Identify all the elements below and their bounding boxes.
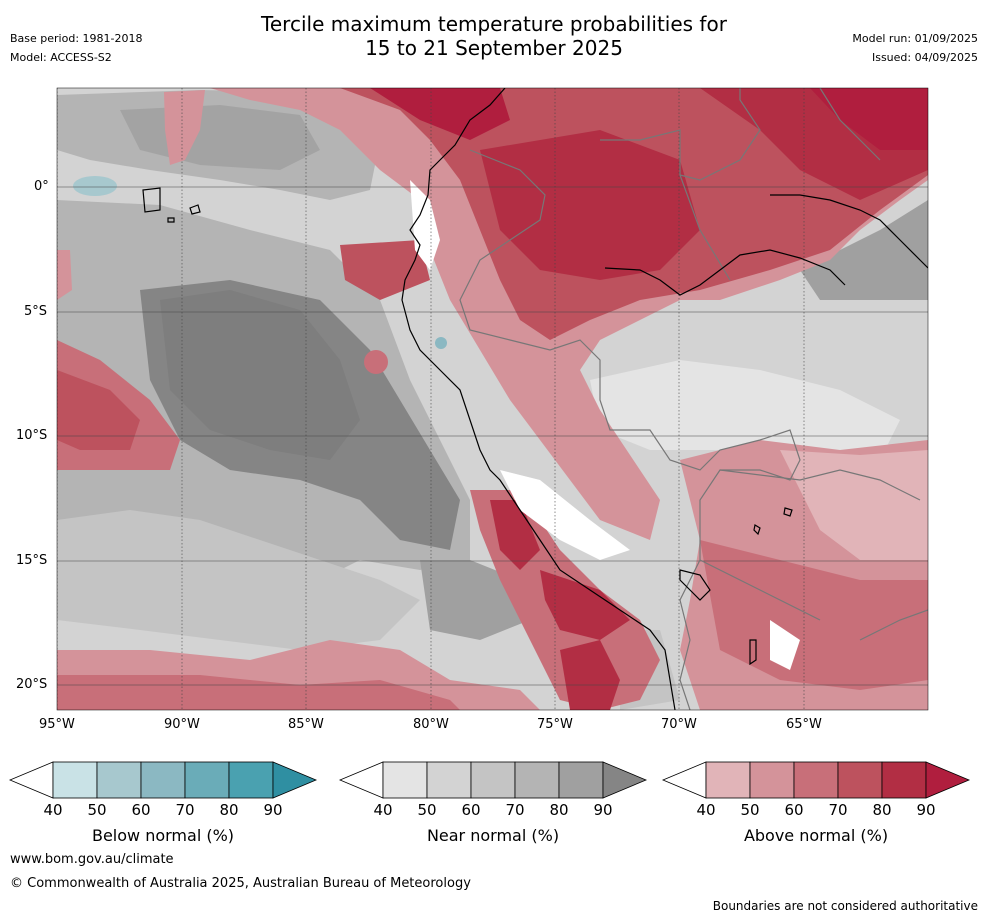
- colorbar-tick: 50: [87, 801, 107, 819]
- colorbar-tick: 70: [505, 801, 525, 819]
- colorbar-label-below: Below normal (%): [91, 826, 235, 845]
- lat-label: 5°S: [24, 304, 48, 319]
- lon-label: 75°W: [537, 717, 573, 732]
- colorbar-tick: 60: [461, 801, 481, 819]
- colorbar-tick: 90: [593, 801, 613, 819]
- lon-label: 80°W: [413, 717, 449, 732]
- colorbar-tick: 40: [696, 801, 716, 819]
- title-line-1: Tercile maximum temperature probabilitie…: [261, 12, 727, 36]
- disclaimer-text: Boundaries are not considered authoritat…: [712, 899, 978, 913]
- colorbar-label-near: Near normal (%): [426, 826, 560, 845]
- colorbar-tick: 90: [916, 801, 936, 819]
- colorbar-tick: 80: [219, 801, 239, 819]
- gridlines: [57, 88, 928, 710]
- website-text: www.bom.gov.au/climate: [10, 852, 174, 867]
- colorbar-tick: 80: [872, 801, 892, 819]
- colorbar-near: [338, 761, 648, 799]
- map-title: Tercile maximum temperature probabilitie…: [0, 12, 988, 60]
- colorbar-tick: 60: [784, 801, 804, 819]
- map-field: [57, 88, 928, 710]
- lat-label: 15°S: [16, 553, 48, 568]
- lon-label: 85°W: [288, 717, 324, 732]
- base-period-text: Base period: 1981-2018: [10, 32, 143, 45]
- lon-label: 95°W: [39, 717, 75, 732]
- country-borders: [459, 88, 928, 710]
- model-run-text: Model run: 01/09/2025: [852, 32, 978, 45]
- low-probability-zone: [410, 180, 800, 670]
- lon-label: 65°W: [786, 717, 822, 732]
- model-text: Model: ACCESS-S2: [10, 51, 112, 64]
- lat-label: 0°: [34, 179, 49, 194]
- colorbar-tick: 80: [549, 801, 569, 819]
- colorbar-tick: 90: [263, 801, 283, 819]
- colorbar-below: [8, 761, 318, 799]
- coastline: [142, 88, 928, 710]
- colorbar-tick: 40: [373, 801, 393, 819]
- lat-label: 10°S: [16, 428, 48, 443]
- title-line-2: 15 to 21 September 2025: [365, 36, 623, 60]
- lat-label: 20°S: [16, 677, 48, 692]
- colorbar-above: [661, 761, 971, 799]
- map-frame: [56, 87, 929, 711]
- copyright-text: © Commonwealth of Australia 2025, Austra…: [10, 876, 471, 891]
- colorbar-tick: 50: [740, 801, 760, 819]
- colorbar-tick: 50: [417, 801, 437, 819]
- lon-label: 90°W: [164, 717, 200, 732]
- issued-text: Issued: 04/09/2025: [871, 51, 978, 64]
- colorbar-tick: 40: [43, 801, 63, 819]
- colorbar-label-above: Above normal (%): [743, 826, 889, 845]
- colorbar-tick: 70: [828, 801, 848, 819]
- colorbar-tick: 70: [175, 801, 195, 819]
- colorbar-tick: 60: [131, 801, 151, 819]
- lon-label: 70°W: [661, 717, 697, 732]
